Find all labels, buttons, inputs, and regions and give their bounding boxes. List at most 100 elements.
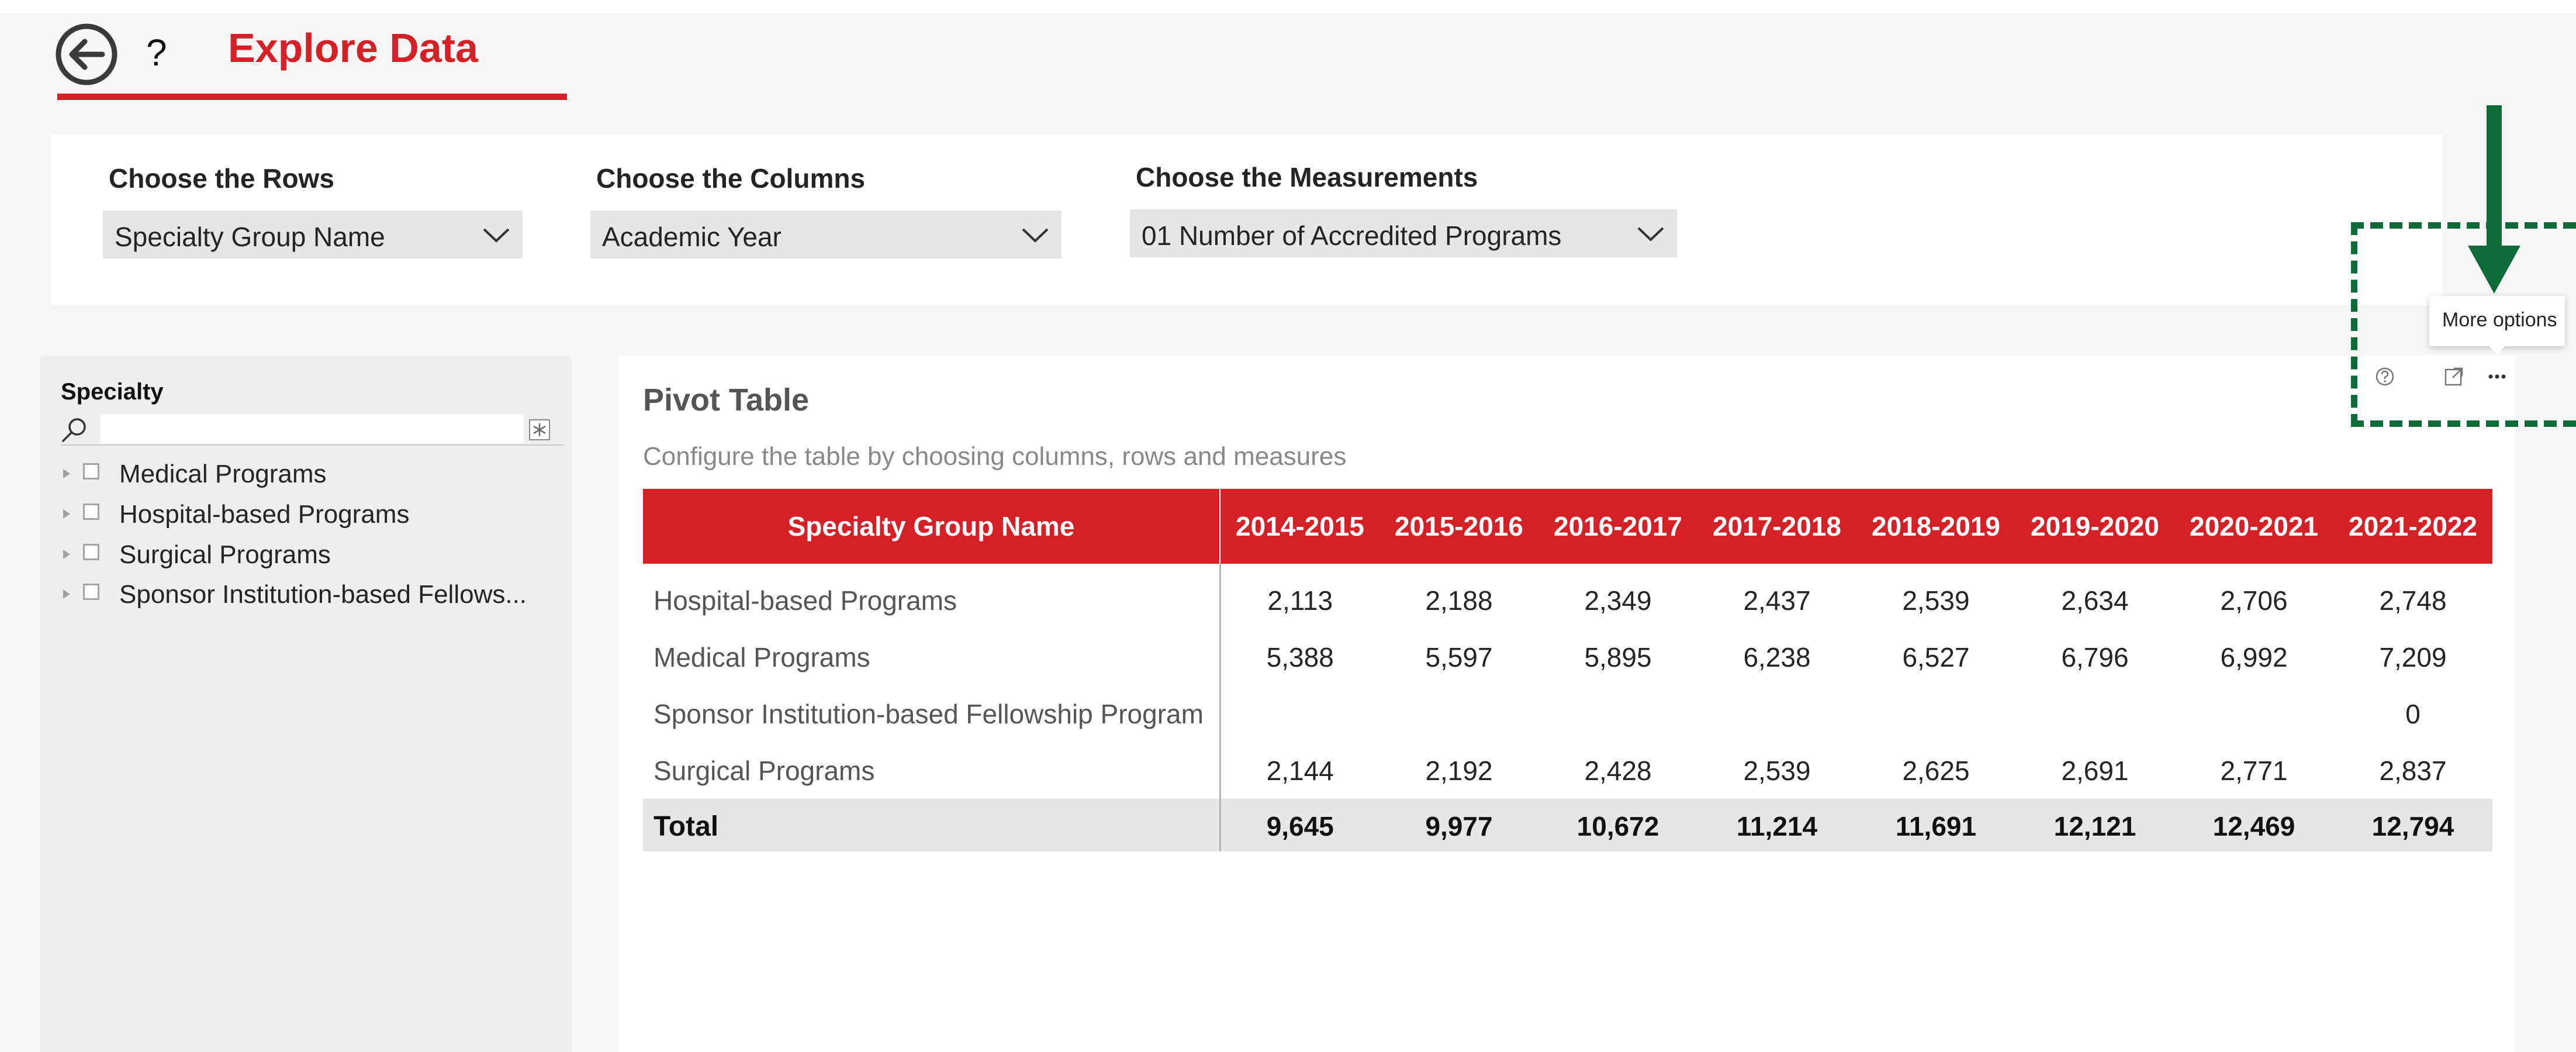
measurements-dropdown-value: 01 Number of Accredited Programs: [1142, 220, 1562, 251]
row-label: Medical Programs: [643, 629, 1221, 685]
value-cell: [1220, 685, 1379, 742]
value-cell: 2,349: [1584, 585, 1652, 616]
slicer-item-label: Sponsor Institution-based Fellows...: [119, 580, 527, 609]
value-cell: 2,706: [2220, 585, 2288, 616]
slicer-search: [61, 412, 563, 446]
slicer-item-surgical-programs[interactable]: Surgical Programs: [61, 537, 563, 572]
total-cell: 12,794: [2333, 799, 2492, 851]
slicer-item-label: Surgical Programs: [119, 540, 331, 569]
value-cell: 2,437: [1743, 585, 1811, 616]
value-cell: 2,144: [1266, 755, 1334, 786]
columns-dropdown[interactable]: Academic Year: [590, 211, 1061, 258]
value-cell: [1697, 685, 1856, 742]
value-cell: [2174, 685, 2333, 742]
value-cell: 2,188: [1425, 585, 1493, 616]
value-cell: 2,113: [1267, 585, 1333, 616]
annotation-highlight-box: [2351, 222, 2576, 427]
total-cell: 10,672: [1538, 799, 1697, 851]
column-header-cell[interactable]: 2020-2021: [2174, 489, 2333, 564]
focus-mode-icon[interactable]: [2441, 364, 2467, 389]
column-header-cell[interactable]: 2021-2022: [2333, 489, 2492, 564]
expand-caret-icon[interactable]: [61, 507, 72, 521]
row-header-cell[interactable]: Specialty Group Name: [643, 489, 1220, 564]
page-title: Explore Data: [228, 25, 478, 71]
value-cell: 6,992: [2220, 641, 2288, 672]
pivot-table-viewport[interactable]: Specialty Group Name 2014-2015 2015-2016…: [643, 489, 2506, 851]
value-cell: [1538, 685, 1697, 742]
help-circle-icon[interactable]: [2372, 364, 2398, 389]
value-cell: 5,597: [1425, 641, 1493, 672]
help-button[interactable]: ?: [146, 32, 167, 74]
chevron-down-icon: [1637, 227, 1664, 242]
columns-dropdown-value: Academic Year: [602, 222, 782, 252]
rows-dropdown[interactable]: Specialty Group Name: [103, 211, 523, 258]
slicer-item-medical-programs[interactable]: Medical Programs: [61, 456, 563, 491]
tooltip-text: More options: [2442, 309, 2557, 331]
value-cell: 2,539: [1902, 585, 1970, 616]
value-cell: 6,238: [1743, 641, 1811, 672]
clear-selections-icon[interactable]: [528, 419, 551, 441]
chevron-down-icon: [483, 228, 510, 243]
checkbox[interactable]: [83, 584, 99, 600]
checkbox[interactable]: [83, 503, 99, 520]
value-cell: 6,527: [1902, 641, 1970, 672]
columns-selector-label: Choose the Columns: [596, 163, 866, 194]
pivot-title: Pivot Table: [643, 382, 810, 418]
checkbox[interactable]: [83, 544, 99, 560]
value-cell: [1379, 685, 1538, 742]
pivot-table-visual: Pivot Table Configure the table by choos…: [618, 356, 2515, 1052]
table-row: Surgical Programs 2,144 2,192 2,428 2,53…: [643, 742, 2492, 799]
table-row: Sponsor Institution-based Fellowship Pro…: [643, 685, 2492, 742]
total-label: Total: [643, 799, 1221, 851]
expand-caret-icon[interactable]: [61, 467, 72, 481]
column-header-cell[interactable]: 2017-2018: [1697, 489, 1856, 564]
measurements-selector-label: Choose the Measurements: [1136, 162, 1478, 192]
total-cell: 9,645: [1220, 799, 1379, 851]
value-cell: 2,539: [1743, 755, 1811, 786]
rows-selector-label: Choose the Rows: [109, 163, 334, 194]
slicer-item-label: Hospital-based Programs: [119, 500, 410, 529]
slicer-item-label: Medical Programs: [119, 460, 327, 488]
total-cell: 9,977: [1379, 799, 1538, 851]
value-cell: 6,796: [2061, 641, 2129, 672]
back-arrow-icon[interactable]: [54, 22, 119, 87]
tooltip-caret: [2488, 345, 2506, 354]
value-cell: 2,428: [1584, 755, 1652, 786]
value-cell: 2,625: [1902, 755, 1970, 786]
column-header-cell[interactable]: 2014-2015: [1220, 489, 1379, 564]
row-label: Hospital-based Programs: [643, 564, 1221, 629]
table-row: Hospital-based Programs 2,113 2,188 2,34…: [643, 564, 2492, 629]
field-selector-panel: Choose the Rows Specialty Group Name Cho…: [51, 134, 2442, 305]
slicer-item-sponsor-institution-based[interactable]: Sponsor Institution-based Fellows...: [61, 577, 563, 612]
measurements-dropdown[interactable]: 01 Number of Accredited Programs: [1130, 209, 1677, 257]
specialty-slicer: Specialty Medical Programs Hospital-base…: [40, 356, 572, 1052]
search-icon: [62, 418, 86, 442]
more-options-icon[interactable]: [2484, 364, 2510, 389]
row-label: Surgical Programs: [643, 742, 1221, 799]
value-cell: 2,837: [2379, 755, 2447, 786]
value-cell: [2015, 685, 2174, 742]
column-header-cell[interactable]: 2019-2020: [2015, 489, 2174, 564]
slicer-item-hospital-based-programs[interactable]: Hospital-based Programs: [61, 496, 563, 532]
checkbox[interactable]: [83, 463, 99, 480]
value-cell: 2,691: [2061, 755, 2129, 786]
column-header-cell[interactable]: 2018-2019: [1856, 489, 2015, 564]
value-cell: 2,634: [2061, 585, 2129, 616]
pivot-table: Specialty Group Name 2014-2015 2015-2016…: [643, 489, 2494, 851]
expand-caret-icon[interactable]: [61, 587, 72, 601]
value-cell: 2,771: [2220, 755, 2288, 786]
slicer-search-input[interactable]: [101, 414, 524, 443]
pivot-subtitle: Configure the table by choosing columns,…: [643, 442, 1347, 471]
row-label: Sponsor Institution-based Fellowship Pro…: [643, 685, 1221, 742]
total-row: Total 9,645 9,977 10,672 11,214 11,691 1…: [643, 799, 2492, 851]
column-header-cell[interactable]: 2016-2017: [1538, 489, 1697, 564]
total-cell: 11,691: [1856, 799, 2015, 851]
slicer-title: Specialty: [61, 379, 164, 405]
value-cell: 5,388: [1266, 641, 1334, 672]
column-header-cell[interactable]: 2015-2016: [1379, 489, 1538, 564]
value-cell: 5,895: [1584, 641, 1652, 672]
value-cell: 2,748: [2379, 585, 2447, 616]
expand-caret-icon[interactable]: [61, 547, 72, 561]
value-cell: 2,192: [1425, 755, 1493, 786]
total-cell: 12,469: [2174, 799, 2333, 851]
